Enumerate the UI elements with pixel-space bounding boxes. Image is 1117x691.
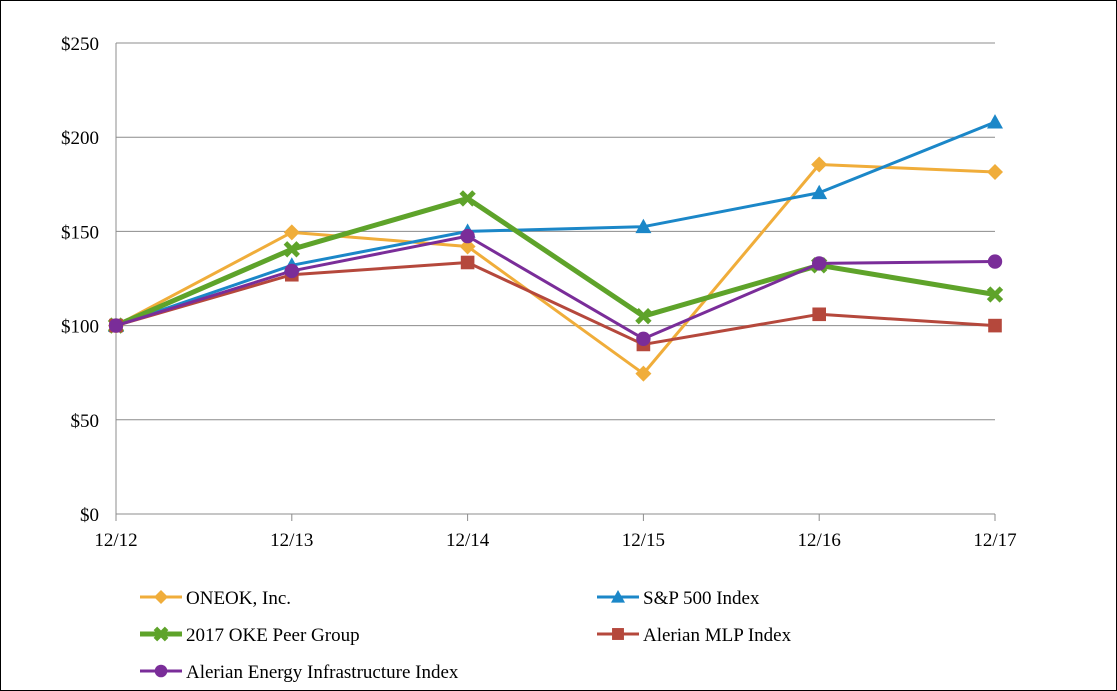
x-tick-labels: 12/12 12/13 12/14 12/15 12/16 12/17 (94, 530, 1016, 551)
data-point (811, 184, 828, 200)
y-tick-label: $50 (71, 411, 100, 432)
data-point (108, 318, 124, 333)
series-2 (107, 190, 1004, 334)
legend-label: Alerian MLP Index (643, 625, 792, 646)
series-4 (108, 228, 1003, 346)
legend-marker (154, 664, 168, 678)
data-point (986, 286, 1004, 303)
series-1 (108, 114, 1003, 332)
data-point (987, 114, 1003, 129)
legend-marker (153, 626, 169, 642)
data-point (459, 238, 476, 255)
legend-marker (612, 628, 624, 640)
y-tick-label: $0 (80, 505, 99, 526)
x-tick-label: 12/12 (94, 530, 137, 551)
x-tick-label: 12/14 (446, 530, 490, 551)
legend-item: S&P 500 Index (597, 588, 760, 609)
legend-item: Alerian Energy Infrastructure Index (140, 662, 459, 683)
y-tick-labels: $0 $50 $100 $150 $200 $250 (61, 34, 99, 526)
data-point (460, 228, 475, 244)
legend-item: ONEOK, Inc. (140, 588, 291, 609)
series-line (115, 260, 996, 346)
legend-item: 2017 OKE Peer Group (140, 625, 360, 646)
y-tick-label: $250 (61, 34, 99, 55)
legend-label: 2017 OKE Peer Group (186, 625, 360, 646)
y-tick-label: $150 (61, 222, 99, 243)
series-line (115, 195, 996, 328)
y-tick-label: $200 (61, 128, 99, 149)
data-point (635, 218, 652, 234)
data-point (987, 164, 1003, 181)
x-tick-label: 12/15 (622, 530, 665, 551)
data-point (987, 254, 1003, 269)
axes (115, 43, 996, 521)
x-tick-label: 12/17 (973, 530, 1016, 551)
legend-marker (611, 590, 625, 603)
data-point (635, 365, 652, 382)
legend-label: S&P 500 Index (643, 588, 760, 609)
data-point (460, 255, 475, 270)
x-tick-label: 12/13 (270, 530, 313, 551)
data-point (283, 241, 300, 258)
series-line (115, 120, 996, 328)
data-point (635, 308, 652, 325)
gridlines (116, 42, 995, 421)
data-point (283, 224, 300, 241)
legend-label: Alerian Energy Infrastructure Index (186, 662, 459, 683)
series-line (115, 163, 996, 376)
legend-label: ONEOK, Inc. (186, 588, 291, 609)
data-point (636, 331, 651, 346)
data-point (284, 263, 299, 279)
legend-item: Alerian MLP Index (597, 625, 792, 646)
data-point (812, 307, 826, 322)
data-point (459, 190, 476, 207)
y-tick-label: $100 (61, 317, 99, 338)
series-line (115, 234, 996, 341)
data-point (811, 156, 828, 173)
x-tick-label: 12/16 (798, 530, 841, 551)
series-0 (108, 156, 1003, 382)
legend-marker (154, 590, 168, 604)
legend: ONEOK, Inc. S&P 500 Index 2017 OKE Peer Gr… (140, 588, 792, 683)
data-point (988, 318, 1002, 333)
data-point (812, 256, 827, 271)
series-group (107, 114, 1004, 382)
